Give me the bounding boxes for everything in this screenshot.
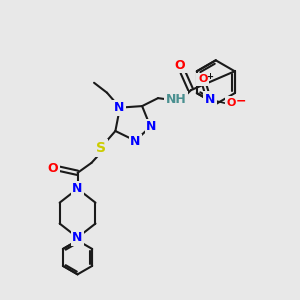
Text: N: N bbox=[72, 182, 83, 195]
Text: N: N bbox=[205, 93, 215, 106]
Text: +: + bbox=[206, 72, 213, 81]
Text: N: N bbox=[130, 135, 141, 148]
Text: O: O bbox=[198, 74, 208, 84]
Text: S: S bbox=[96, 141, 106, 155]
Text: N: N bbox=[114, 101, 124, 114]
Text: O: O bbox=[47, 162, 58, 175]
Text: N: N bbox=[146, 120, 157, 133]
Text: −: − bbox=[235, 94, 246, 108]
Text: N: N bbox=[72, 231, 83, 244]
Text: O: O bbox=[227, 98, 236, 108]
Text: O: O bbox=[175, 59, 185, 72]
Text: NH: NH bbox=[166, 93, 186, 106]
